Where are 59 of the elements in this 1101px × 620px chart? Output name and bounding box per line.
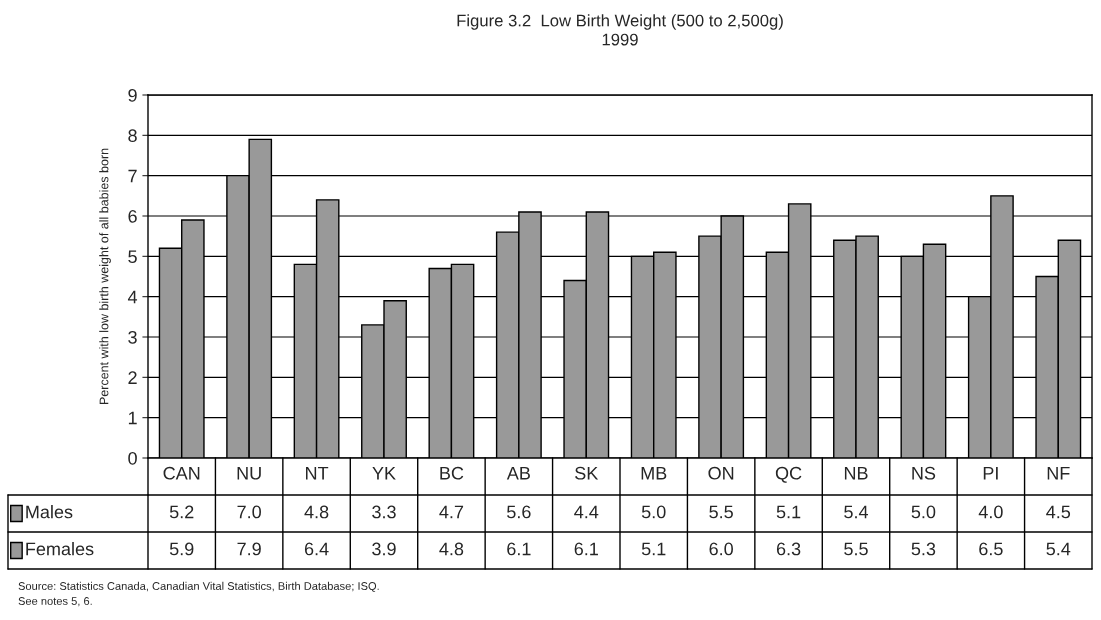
data-label: 5.4 [1046,542,1071,556]
data-label: 3.3 [372,505,396,519]
data-label: 5.0 [641,505,666,519]
x-tick-label: PI [983,467,998,480]
data-label: 5.5 [844,542,868,556]
data-label: 4.8 [304,505,329,519]
data-label: 6.3 [776,542,801,556]
data-label: 4.4 [574,505,599,519]
y-tick-label: 5 [128,250,137,264]
chart-title: Figure 3.2 Low Birth Weight (500 to 2,500g) [457,14,783,30]
data-label: 6.5 [979,542,1003,556]
y-tick-label: 8 [128,129,137,143]
data-label: 5.3 [911,542,936,556]
data-label: 4.7 [439,505,464,519]
y-tick-label: 7 [128,169,137,183]
data-label: 5.4 [844,505,869,519]
y-axis-title: Percent with low birth weight of all babies born [99,148,111,405]
x-tick-label: SK [575,466,599,480]
data-label: 4.8 [439,542,464,556]
data-label: 5.5 [709,505,733,519]
y-tick-label: 6 [128,209,137,223]
x-tick-label: ON [708,466,734,480]
x-tick-label: NS [912,466,936,480]
data-label: 5.9 [169,542,194,556]
x-tick-label: BC [440,466,464,480]
x-tick-label: NF [1047,467,1070,480]
data-label: 4.5 [1046,505,1071,519]
x-tick-label: NT [306,467,329,480]
y-tick-label: 3 [128,330,137,344]
x-tick-label: NU [237,467,261,480]
data-label: 5.6 [507,505,531,519]
data-label: 6.4 [304,542,329,556]
data-label: 6.0 [709,542,733,556]
x-tick-label: QC [775,466,802,483]
y-tick-label: 4 [127,290,138,304]
x-tick-label: NB [844,467,868,480]
x-tick-label: CAN [163,466,200,480]
source-note: Source: Statistics Canada, Canadian Vital Statistics, Birth Database; ISQ. [18,581,379,592]
data-label: 5.2 [169,505,194,519]
data-label: 3.9 [372,542,396,556]
data-label: 7.0 [237,505,261,519]
y-tick-label: 9 [128,88,137,102]
x-tick-label: YK [372,467,396,480]
legend-label: Males [26,505,73,519]
data-label: 5.0 [911,505,936,519]
y-tick-label: 2 [128,371,137,384]
legend-label: Females [26,542,94,556]
y-tick-label: 1 [128,411,137,425]
chart-subtitle: 1999 [602,33,638,46]
data-label: 7.9 [237,542,261,556]
data-label: 6.1 [507,542,531,556]
text: See notes 5, 6. [18,597,92,607]
x-tick-label: MB [641,467,667,480]
y-tick-label: 0 [128,451,137,465]
x-tick-label: AB [506,467,530,480]
data-label: 5.1 [776,505,801,519]
data-label: 6.1 [574,542,598,556]
data-label: 5.1 [641,542,666,556]
data-label: 4.0 [978,505,1003,519]
